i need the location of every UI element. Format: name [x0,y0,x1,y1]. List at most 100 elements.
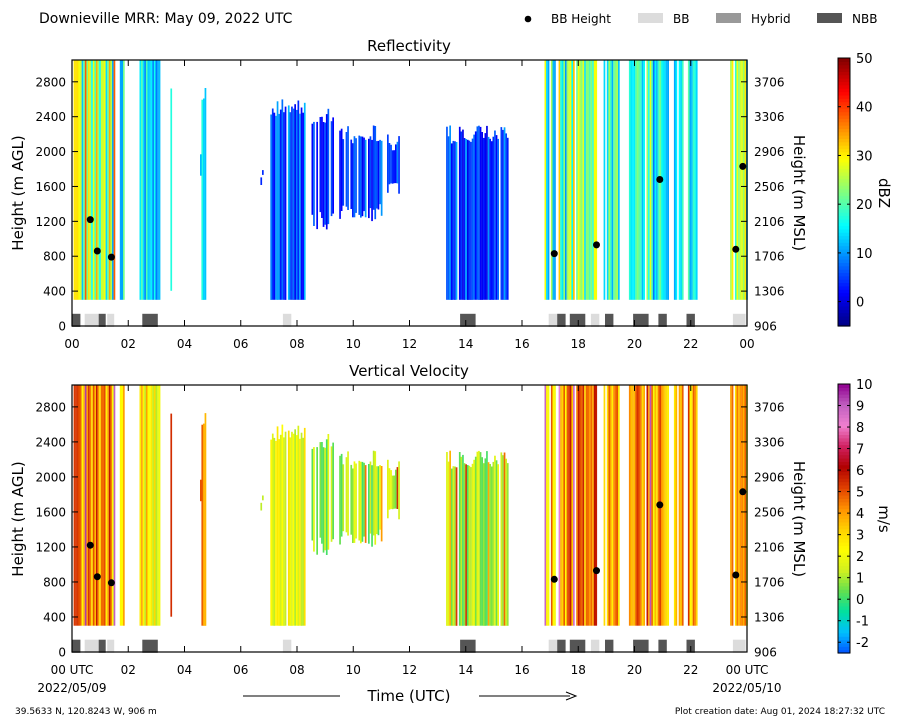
reflectivity-column [646,60,649,300]
velocity-colorbar-segment [838,424,850,429]
velocity-colorbar-segment [838,609,850,614]
reflectivity-column [579,60,582,300]
reflectivity-y-tick-label: 2000 [35,145,66,159]
reflectivity-colorbar-segment [838,165,850,170]
reflectivity-column [94,60,97,300]
velocity-column [276,426,279,626]
reflectivity-frame [71,59,748,327]
velocity-bb-class-nbb [605,639,614,653]
reflectivity-y-tick-label: 400 [43,285,66,299]
reflectivity-colorbar-segment [838,205,850,210]
velocity-column [550,385,553,626]
reflectivity-column [201,99,204,300]
reflectivity-colorbar-segment [838,141,850,146]
velocity-column [571,385,574,626]
reflectivity-column [316,121,318,230]
velocity-column [398,461,400,520]
reflectivity-column [506,137,509,300]
reflectivity-column [492,136,495,300]
start-date-label: 2022/05/09 [37,681,106,695]
velocity-column [396,467,399,509]
reflectivity-column [360,136,362,218]
end-date-label: 2022/05/10 [712,681,781,695]
reflectivity-colorbar-segment [838,302,850,307]
velocity-column [554,385,556,626]
reflectivity-colorbar-segment [838,91,850,96]
reflectivity-colorbar-segment [838,101,850,106]
velocity-column [633,385,636,626]
velocity-bb-class-nbb [658,639,667,653]
velocity-column [691,385,693,626]
reflectivity-colorbar-segment [838,178,850,183]
velocity-colorbar-segment [838,464,850,469]
reflectivity-column [636,60,639,300]
velocity-column [271,433,274,626]
velocity-column [569,385,572,626]
reflectivity-column [303,102,306,300]
velocity-colorbar: -2 -1 0 1 2 3 4 5 6 7 8 9 10 [837,378,873,654]
reflectivity-column [271,108,274,300]
reflectivity-y-label-right: Height (m MSL) [790,135,808,251]
velocity-colorbar-segment [838,501,850,506]
velocity-column [446,452,448,626]
velocity-column [584,385,586,626]
reflectivity-colorbar-segment [838,121,850,126]
reflectivity-bb-class-bb [548,313,558,327]
velocity-colorbar-segment [838,397,850,402]
reflectivity-column [302,112,304,300]
velocity-colorbar-segment [838,437,850,442]
reflectivity-panel: Reflectivity 00 02 04 06 08 10 12 14 16 18 20 22 000… [9,37,893,351]
velocity-column [102,385,105,626]
velocity-colorbar-segment [838,622,850,627]
reflectivity-x-tick-label: 00 [64,337,79,351]
velocity-column [81,385,84,626]
reflectivity-colorbar-segment [838,74,850,79]
velocity-y-tick-label: 400 [43,610,66,624]
reflectivity-column [694,60,696,300]
velocity-column [201,424,204,626]
reflectivity-column [287,105,290,300]
velocity-colorbar-segment [838,498,850,503]
velocity-column [649,385,652,626]
velocity-column [692,385,695,626]
velocity-x-tick-label: 16 [514,663,529,677]
reflectivity-x-tick-label: 18 [571,337,586,351]
reflectivity-column [482,137,485,300]
velocity-column [141,385,143,626]
velocity-column [665,385,668,626]
velocity-colorbar-segment [838,528,850,533]
reflectivity-x-tick-label: 04 [177,337,192,351]
reflectivity-column [203,98,205,300]
reflectivity-column [149,60,151,300]
velocity-column [88,385,90,626]
velocity-x-tick-label: 20 [627,663,642,677]
legend-bb-swatch [638,13,663,23]
velocity-column [492,461,495,626]
velocity-column [152,385,154,626]
reflectivity-column [121,60,124,300]
velocity-column [150,385,153,626]
reflectivity-column [108,60,111,300]
reflectivity-x-tick-label: 10 [346,337,361,351]
reflectivity-column [145,60,148,300]
reflectivity-column [398,136,400,194]
reflectivity-column [332,117,334,214]
reflectivity-column [204,88,207,300]
velocity-column [593,385,596,626]
reflectivity-column [379,139,381,205]
reflectivity-column [319,117,322,213]
reflectivity-column [632,60,634,300]
velocity-column [200,479,202,502]
velocity-y-tick-label-right: 2506 [754,505,785,519]
velocity-column [638,385,641,626]
velocity-column [603,385,606,626]
reflectivity-x-tick-label: 12 [402,337,417,351]
reflectivity-column [88,60,90,300]
velocity-column [110,385,113,626]
velocity-colorbar-segment [838,484,850,489]
reflectivity-column [113,60,116,300]
reflectivity-column [486,125,488,300]
reflectivity-column [281,99,284,300]
velocity-column [157,385,159,626]
